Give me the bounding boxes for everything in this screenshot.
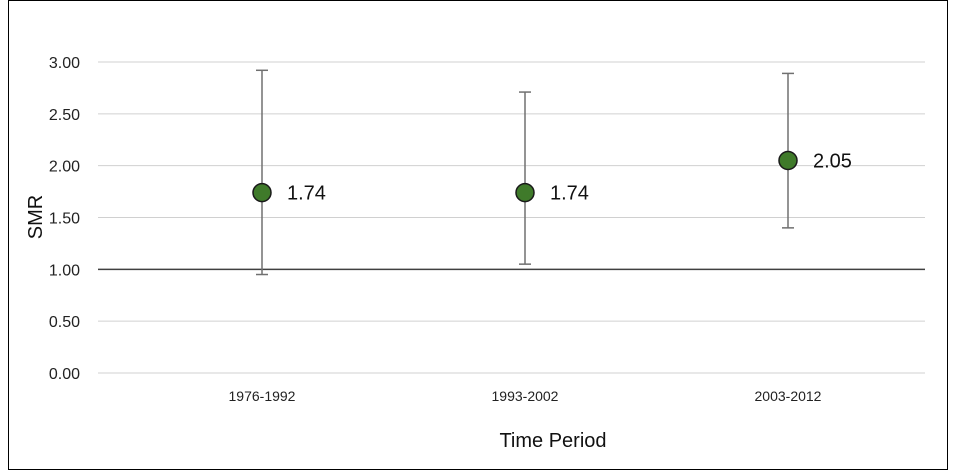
x-tick-label: 2003-2012 <box>755 388 822 404</box>
data-points <box>252 150 798 203</box>
y-tick-label: 2.00 <box>49 159 80 176</box>
y-tick-label: 1.50 <box>49 211 80 228</box>
x-tick-label: 1993-2002 <box>492 388 559 404</box>
y-tick-label: 1.00 <box>49 262 80 279</box>
y-axis-title: SMR <box>25 195 47 239</box>
data-point <box>515 182 535 203</box>
chart-frame <box>8 0 948 470</box>
data-labels: 1.74 1.74 2.05 <box>287 150 852 204</box>
y-tick-label: 2.50 <box>49 107 80 124</box>
x-tick-label: 1976-1992 <box>229 388 296 404</box>
data-point <box>778 150 798 171</box>
y-tick-labels: 0.00 0.50 1.00 1.50 2.00 2.50 3.00 <box>49 55 80 383</box>
data-label: 1.74 <box>287 183 326 205</box>
data-label: 1.74 <box>550 183 589 205</box>
y-tick-label: 0.50 <box>49 314 80 331</box>
gridlines <box>98 61 925 374</box>
data-label: 2.05 <box>813 150 852 172</box>
y-tick-label: 3.00 <box>49 55 80 72</box>
y-tick-label: 0.00 <box>49 366 80 383</box>
x-axis-title: Time Period <box>499 430 606 452</box>
x-tick-labels: 1976-1992 1993-2002 2003-2012 <box>229 388 822 404</box>
error-bars <box>256 69 794 276</box>
data-point <box>252 182 272 203</box>
